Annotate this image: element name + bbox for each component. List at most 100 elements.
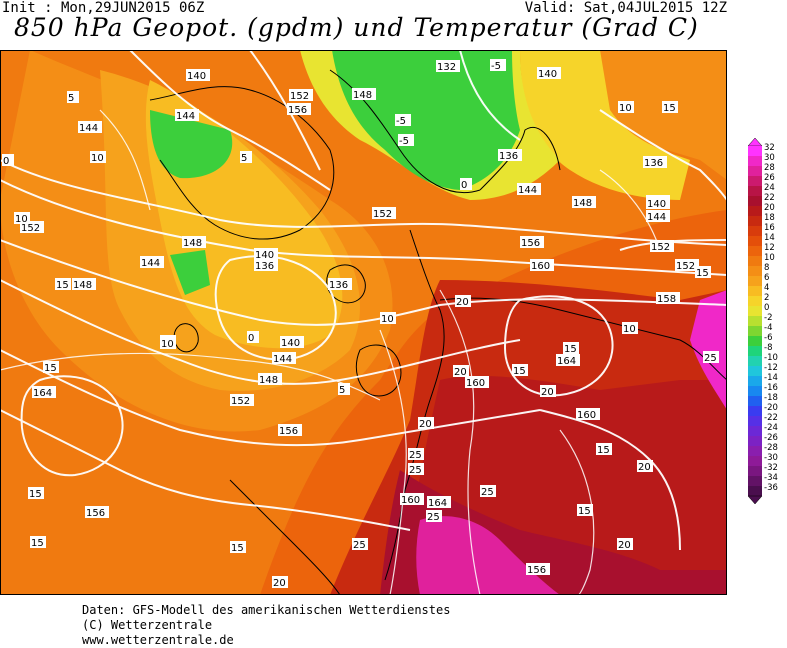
legend-label: 6 [764, 273, 769, 283]
svg-text:20: 20 [541, 387, 554, 398]
legend-swatch [748, 156, 762, 166]
legend-swatch [748, 476, 762, 486]
legend-label: 10 [764, 253, 775, 263]
geopotential-label: 144 [78, 121, 102, 134]
svg-text:144: 144 [79, 123, 98, 134]
legend-swatch [748, 246, 762, 256]
legend-swatch [748, 426, 762, 436]
legend-label: 14 [764, 233, 775, 243]
geopotential-label: 140 [537, 67, 561, 80]
temperature-label: 10 [14, 212, 30, 225]
temperature-label: 25 [408, 448, 424, 461]
svg-text:20: 20 [454, 367, 467, 378]
svg-text:10: 10 [623, 324, 636, 335]
svg-text:15: 15 [663, 103, 676, 114]
temperature-label: 15 [30, 536, 46, 549]
svg-text:164: 164 [557, 356, 576, 367]
temperature-label: 15 [563, 342, 579, 355]
svg-text:160: 160 [531, 261, 550, 272]
svg-text:160: 160 [466, 378, 485, 389]
temperature-label: 10 [622, 322, 638, 335]
svg-text:25: 25 [704, 353, 717, 364]
geopotential-label: 156 [287, 103, 311, 116]
svg-text:15: 15 [513, 366, 526, 377]
legend-swatch [748, 406, 762, 416]
temperature-label: 15 [577, 504, 593, 517]
svg-text:25: 25 [481, 487, 494, 498]
legend-swatch [748, 296, 762, 306]
temp-field-magenta [416, 516, 560, 595]
init-time: Init : Mon,29JUN2015 06Z [2, 0, 205, 16]
svg-text:136: 136 [499, 151, 518, 162]
svg-text:25: 25 [427, 512, 440, 523]
legend-label: 22 [764, 193, 775, 203]
legend-swatch [748, 366, 762, 376]
svg-text:156: 156 [288, 105, 307, 116]
svg-text:144: 144 [647, 212, 666, 223]
svg-text:144: 144 [141, 258, 160, 269]
svg-text:144: 144 [518, 185, 537, 196]
legend-label: -22 [764, 413, 778, 423]
legend-label: -14 [764, 373, 778, 383]
legend-swatch [748, 386, 762, 396]
geopotential-label: 140 [646, 197, 670, 210]
legend-swatch [748, 196, 762, 206]
temperature-label: 10 [618, 101, 634, 114]
legend-label: -20 [764, 403, 778, 413]
legend-label: -28 [764, 443, 778, 453]
legend-swatch [748, 266, 762, 276]
svg-text:156: 156 [527, 565, 546, 576]
legend-label: 18 [764, 213, 775, 223]
svg-text:15: 15 [31, 538, 44, 549]
legend-label: 16 [764, 223, 775, 233]
temperature-label: 15 [662, 101, 678, 114]
svg-text:144: 144 [273, 354, 292, 365]
svg-text:25: 25 [353, 540, 366, 551]
legend-label: -18 [764, 393, 778, 403]
legend-label: 12 [764, 243, 775, 253]
temperature-label: 15 [512, 364, 528, 377]
geopotential-isolines [0, 50, 727, 551]
geopotential-label: 144 [175, 109, 199, 122]
temperature-label: 20 [540, 385, 556, 398]
legend-swatch [748, 316, 762, 326]
svg-text:15: 15 [56, 280, 69, 291]
legend-label: 4 [764, 283, 769, 293]
legend-swatch [748, 326, 762, 336]
svg-text:-5: -5 [396, 116, 406, 127]
geopotential-label: 148 [258, 373, 282, 386]
temperature-label: -5 [490, 59, 506, 72]
svg-text:10: 10 [619, 103, 632, 114]
geopotential-label: 156 [278, 424, 302, 437]
svg-text:160: 160 [401, 495, 420, 506]
geopotential-label: 144 [140, 256, 164, 269]
temp-field-magenta-east [690, 290, 727, 410]
legend-label: -32 [764, 463, 778, 473]
footer-data-source: Daten: GFS-Modell des amerikanischen Wet… [82, 603, 451, 617]
legend-swatch [748, 216, 762, 226]
temperature-label: 5 [338, 383, 350, 396]
legend-swatch [748, 186, 762, 196]
svg-text:15: 15 [597, 445, 610, 456]
svg-text:5: 5 [68, 93, 74, 104]
geopotential-label: 140 [280, 336, 304, 349]
temperature-label: 25 [352, 538, 368, 551]
temperature-label: 15 [43, 361, 59, 374]
geopotential-label: 148 [352, 88, 376, 101]
svg-text:158: 158 [657, 294, 676, 305]
legend-label: -6 [764, 333, 772, 343]
svg-text:20: 20 [638, 462, 651, 473]
legend-label: -4 [764, 323, 772, 333]
legend-label: 0 [764, 303, 769, 313]
svg-text:15: 15 [696, 268, 709, 279]
svg-text:20: 20 [273, 578, 286, 589]
svg-text:15: 15 [29, 489, 42, 500]
geopotential-label: 156 [526, 563, 550, 576]
geopotential-label: 160 [400, 493, 424, 506]
svg-text:10: 10 [161, 339, 174, 350]
legend-label: 30 [764, 153, 775, 163]
svg-text:156: 156 [279, 426, 298, 437]
temperature-label: 10 [160, 337, 176, 350]
svg-text:20: 20 [456, 297, 469, 308]
geopotential-label: 148 [182, 236, 206, 249]
